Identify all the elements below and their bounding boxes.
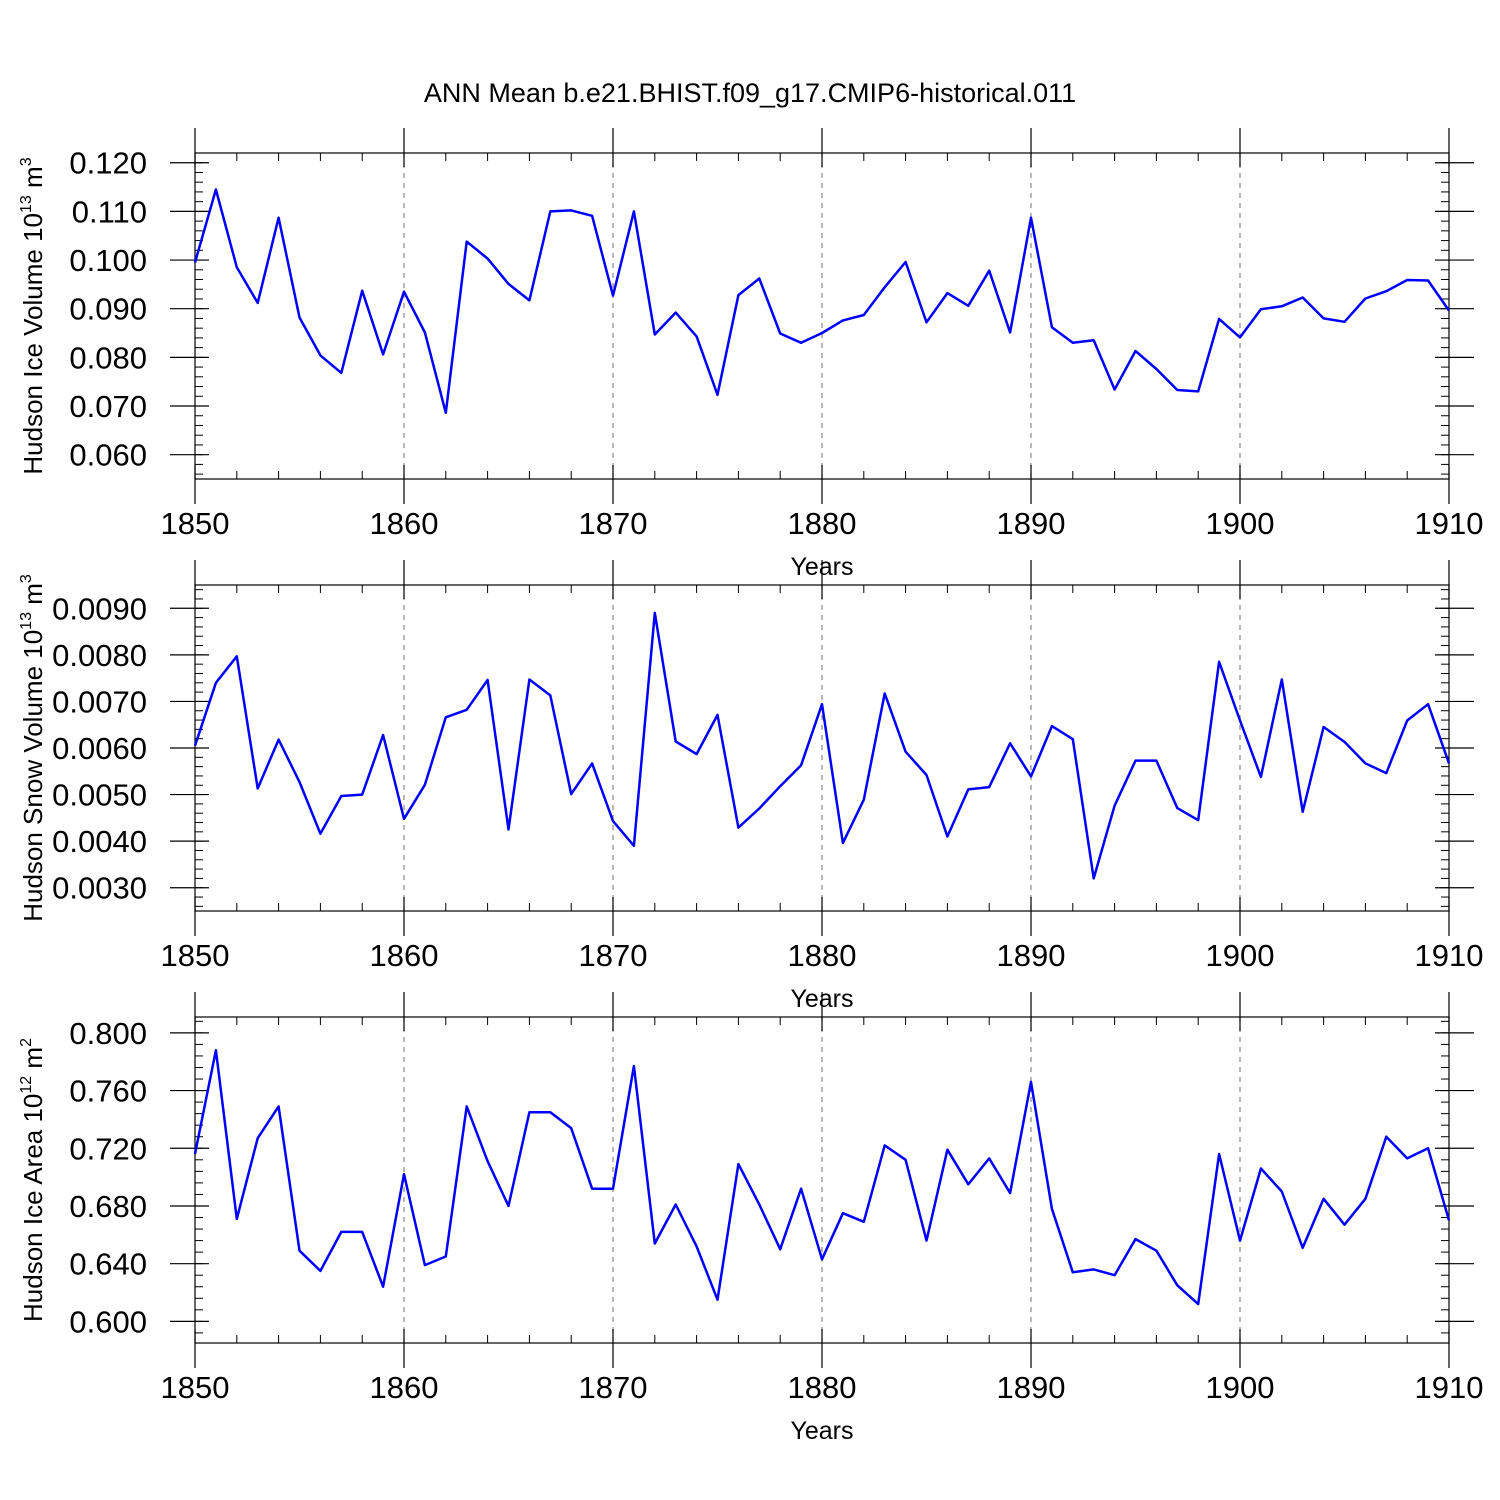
y-axis-label: Hudson Ice Area 1012 m2 <box>18 1038 48 1322</box>
plot-frame <box>194 152 1450 480</box>
y-tick-label: 0.080 <box>69 340 147 375</box>
y-tick-label: 0.720 <box>69 1131 147 1166</box>
y-tick-label: 0.680 <box>69 1189 147 1224</box>
x-tick-label: 1900 <box>1206 938 1275 973</box>
x-tick-label: 1850 <box>161 938 230 973</box>
panel-snow-volume: 0.0030 0.0040 0.0050 0.0060 0.0070 0.0080 0.00… <box>18 560 1483 1013</box>
series-line <box>193 611 1451 880</box>
x-tick-label: 1900 <box>1206 506 1275 541</box>
y-axis-label-exponent: 12 <box>18 1076 35 1094</box>
y-axis-label: Hudson Ice Volume 1013 m3 <box>18 157 48 474</box>
plot-frame <box>194 584 1450 912</box>
series-line <box>193 188 1451 415</box>
x-tick-label: 1890 <box>997 506 1066 541</box>
x-tick-label: 1870 <box>579 938 648 973</box>
y-tick-label: 0.070 <box>69 389 147 424</box>
y-tick-label: 0.0070 <box>52 684 147 719</box>
x-tick-label: 1860 <box>370 506 439 541</box>
x-tick-label: 1890 <box>997 938 1066 973</box>
y-axis-label-text: Hudson Ice Volume 10 <box>18 213 48 475</box>
x-tick-label: 1910 <box>1415 506 1484 541</box>
x-axis-label: Years <box>790 1417 853 1445</box>
x-tick-label: 1860 <box>370 1370 439 1405</box>
x-tick-label: 1850 <box>161 506 230 541</box>
y-tick-label: 0.100 <box>69 243 147 278</box>
y-axis-label-text: Hudson Ice Area 10 <box>18 1094 48 1322</box>
y-tick-label: 0.060 <box>69 438 147 473</box>
y-tick-label: 0.0060 <box>52 731 147 766</box>
x-tick-label: 1910 <box>1415 1370 1484 1405</box>
y-axis-label-text: Hudson Snow Volume 10 <box>18 630 48 922</box>
y-tick-label: 0.0030 <box>52 871 147 906</box>
y-axis-label-unit: m <box>18 1047 48 1076</box>
y-tick-label: 0.600 <box>69 1304 147 1339</box>
y-tick-label: 0.0090 <box>52 591 147 626</box>
y-axis-label-exponent: 13 <box>18 195 35 213</box>
y-tick-label: 0.0050 <box>52 778 147 813</box>
x-tick-label: 1910 <box>1415 938 1484 973</box>
y-tick-label: 0.0040 <box>52 824 147 859</box>
y-axis-label-unit-exponent: 3 <box>18 157 35 166</box>
y-tick-label: 0.090 <box>69 292 147 327</box>
y-tick-label: 0.800 <box>69 1016 147 1051</box>
y-tick-label: 0.120 <box>69 146 147 181</box>
y-axis-label-unit-exponent: 2 <box>18 1038 35 1047</box>
panel-ice-volume: 0.060 0.070 0.080 0.090 0.100 0.110 0.120 1850 1… <box>18 128 1483 581</box>
plot-frame <box>194 1016 1450 1344</box>
x-tick-label: 1860 <box>370 938 439 973</box>
x-tick-label: 1850 <box>161 1370 230 1405</box>
y-axis-label-unit-exponent: 3 <box>18 574 35 583</box>
x-tick-label: 1890 <box>997 1370 1066 1405</box>
x-tick-label: 1880 <box>788 506 857 541</box>
y-tick-label: 0.640 <box>69 1247 147 1282</box>
y-tick-label: 0.760 <box>69 1074 147 1109</box>
x-tick-label: 1880 <box>788 1370 857 1405</box>
panel-ice-area: 0.600 0.640 0.680 0.720 0.760 0.800 1850 1860 18… <box>18 992 1483 1445</box>
y-axis-label-exponent: 13 <box>18 612 35 630</box>
x-tick-label: 1880 <box>788 938 857 973</box>
x-tick-label: 1900 <box>1206 1370 1275 1405</box>
y-axis-label-unit: m <box>18 583 48 612</box>
chart-title: ANN Mean b.e21.BHIST.f09_g17.CMIP6-histo… <box>423 78 1077 108</box>
series-line <box>193 1048 1451 1306</box>
y-axis-label-unit: m <box>18 166 48 195</box>
y-tick-label: 0.110 <box>72 194 147 229</box>
x-tick-label: 1870 <box>579 1370 648 1405</box>
y-tick-label: 0.0080 <box>52 638 147 673</box>
y-axis-label: Hudson Snow Volume 1013 m3 <box>18 574 48 922</box>
x-tick-label: 1870 <box>579 506 648 541</box>
